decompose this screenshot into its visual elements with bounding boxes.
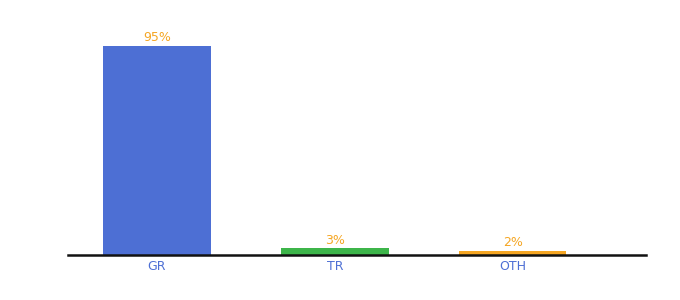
Text: 95%: 95% (143, 31, 171, 44)
Bar (459, 250, 566, 255)
Bar (281, 248, 388, 255)
Bar (103, 46, 211, 255)
Text: 2%: 2% (503, 236, 522, 249)
Text: 3%: 3% (325, 234, 345, 247)
